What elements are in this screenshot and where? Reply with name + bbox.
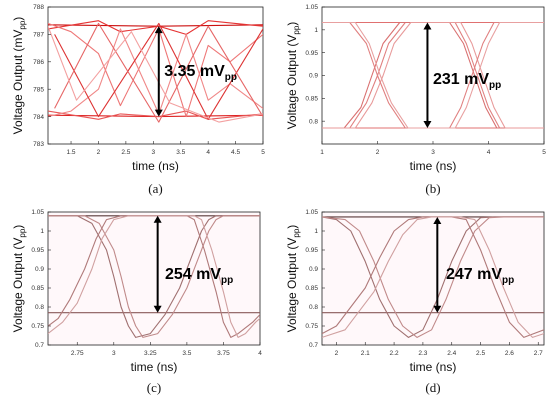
- y-tick-label: 0.75: [305, 323, 318, 330]
- plot-area: [47, 211, 261, 346]
- x-tick-label: 2.5: [121, 149, 130, 156]
- series-line: [54, 22, 263, 120]
- y-tick-label: 0.8: [35, 304, 44, 311]
- chart-b: 1 2 3 4 5 0.8 0.85 0.9 0.95 1 1.05 time (ns) Voltage…: [285, 4, 546, 196]
- x-tick-label: 3.75: [217, 350, 230, 357]
- x-tick-label: 3: [151, 149, 155, 156]
- series-line: [54, 22, 263, 123]
- x-tick-label: 3.5: [182, 350, 191, 357]
- x-tick-label: 4.5: [231, 149, 240, 156]
- y-tick-label: 0.85: [31, 285, 44, 292]
- x-tick-label: 2.2: [390, 350, 399, 357]
- series-line: [322, 216, 544, 338]
- series-line: [48, 215, 260, 338]
- x-tick-label: 1.5: [67, 149, 76, 156]
- series-line: [48, 26, 263, 123]
- y-tick-label: 0.8: [309, 304, 318, 311]
- x-tick-label: 4: [206, 149, 210, 156]
- amplitude-label: 3.35 mVpp: [164, 63, 237, 83]
- y-tick-label: 0.7: [309, 342, 318, 349]
- x-tick-label: 2: [97, 149, 101, 156]
- series-line: [48, 215, 260, 338]
- x-tick-label: 1: [320, 149, 324, 156]
- series-line: [322, 21, 544, 129]
- y-tick-label: 0.8: [309, 118, 318, 125]
- y-tick-label: 787: [33, 32, 44, 39]
- x-axis-label: time (ns): [131, 360, 178, 374]
- y-tick-label: 0.95: [305, 50, 318, 57]
- y-tick-label: 0.9: [309, 266, 318, 273]
- x-tick-label: 2.5: [476, 350, 485, 357]
- x-tick-label: 2: [376, 149, 380, 156]
- amplitude-arrow: [433, 216, 442, 313]
- y-axis-label: Voltage Output (mVpp): [11, 17, 27, 135]
- plot-area: [321, 211, 545, 346]
- x-tick-label: 2.4: [447, 350, 456, 357]
- x-tick-label: 2: [335, 350, 339, 357]
- x-tick-label: 2.1: [361, 350, 370, 357]
- x-tick-label: 5: [542, 149, 546, 156]
- panel-caption: (c): [147, 380, 161, 395]
- chart-d: 2 2.1 2.2 2.3 2.4 2.5 2.6 2.7 0.7 0.75 0.8 0.85 0.9 0…: [285, 209, 545, 395]
- series-line: [322, 216, 544, 338]
- y-axis-label: Voltage Output (Vpp): [11, 225, 27, 333]
- y-tick-label: 0.85: [305, 285, 318, 292]
- amplitude-label: 247 mVpp: [446, 266, 514, 286]
- y-tick-label: 0.85: [305, 96, 318, 103]
- x-axis-label: time (ns): [410, 360, 457, 374]
- y-tick-label: 0.95: [305, 247, 318, 254]
- y-tick-label: 1: [314, 27, 318, 34]
- x-tick-label: 2.3: [418, 350, 427, 357]
- y-tick-label: 1.05: [31, 209, 44, 216]
- y-tick-label: 788: [33, 4, 44, 11]
- y-tick-label: 0.9: [35, 266, 44, 273]
- x-tick-label: 2.7: [534, 350, 543, 357]
- y-tick-label: 0.95: [31, 247, 44, 254]
- y-tick-label: 0.7: [35, 342, 44, 349]
- amplitude-arrow: [153, 215, 162, 313]
- y-tick-label: 1.05: [305, 209, 318, 216]
- y-tick-label: 0.75: [31, 323, 44, 330]
- amplitude-arrow: [423, 22, 432, 129]
- series-line: [322, 21, 544, 129]
- y-axis-label: Voltage Output (Vpp): [285, 22, 301, 130]
- x-tick-label: 2.75: [71, 350, 84, 357]
- y-tick-label: 786: [33, 59, 44, 66]
- x-tick-label: 4: [258, 350, 262, 357]
- x-tick-label: 3.5: [176, 149, 185, 156]
- y-tick-label: 1: [40, 228, 44, 235]
- y-tick-label: 785: [33, 86, 44, 93]
- x-tick-label: 5: [261, 149, 265, 156]
- x-tick-label: 2.6: [505, 350, 514, 357]
- y-tick-label: 783: [33, 141, 44, 148]
- plot-area: [321, 6, 545, 145]
- series-group: [322, 216, 544, 338]
- y-tick-label: 0.9: [309, 73, 318, 80]
- x-tick-label: 3: [112, 350, 116, 357]
- y-tick-label: 784: [33, 114, 44, 121]
- x-axis-label: time (ns): [410, 159, 457, 173]
- panel-caption: (d): [425, 380, 440, 395]
- chart-c: 2.75 3 3.25 3.5 3.75 4 0.7 0.75 0.8 0.85 0.9 0.95 1 1…: [11, 209, 262, 395]
- x-axis-label: time (ns): [132, 159, 179, 173]
- x-tick-label: 4: [487, 149, 491, 156]
- x-tick-label: 3: [431, 149, 435, 156]
- chart-a: 1.5 2 2.5 3 3.5 4 4.5 5 783 784 785 786 787 788 time (…: [11, 4, 265, 196]
- y-tick-label: 1: [314, 228, 318, 235]
- y-axis-label: Voltage Output (Vpp): [285, 225, 301, 333]
- panel-caption: (b): [425, 181, 440, 196]
- amplitude-arrow: [154, 26, 163, 117]
- x-tick-label: 3.25: [144, 350, 157, 357]
- y-tick-label: 1.05: [305, 4, 318, 11]
- series-line: [48, 215, 260, 338]
- amplitude-label: 254 mVpp: [165, 266, 233, 286]
- series-group: [48, 215, 260, 338]
- amplitude-label: 231 mVpp: [433, 71, 501, 91]
- panel-caption: (a): [148, 181, 162, 196]
